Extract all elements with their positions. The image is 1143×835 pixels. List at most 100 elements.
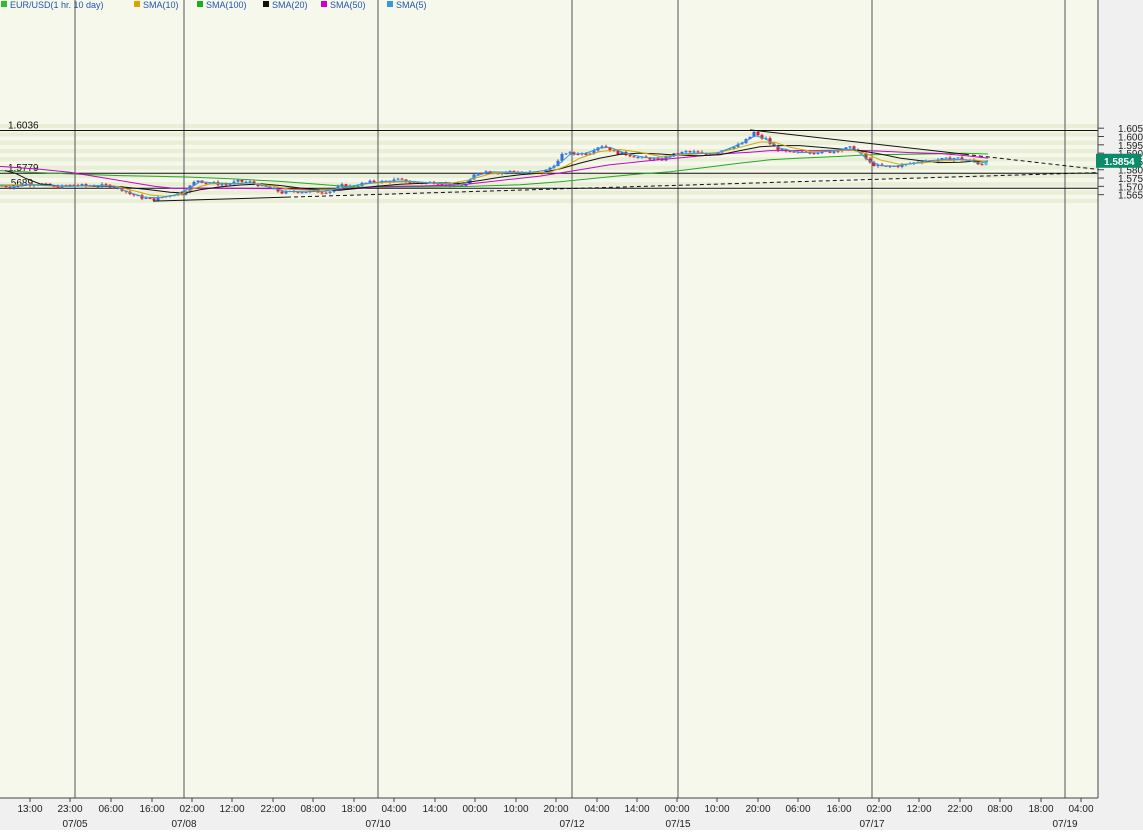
date-label: 07/15 xyxy=(665,819,690,830)
plot-band xyxy=(0,140,1098,145)
candle-body xyxy=(628,154,632,157)
candle-body xyxy=(84,184,88,186)
current-price-label: 1.5854 xyxy=(1104,157,1135,168)
legend-swatch xyxy=(387,1,393,7)
candle-body xyxy=(436,183,440,185)
trendline-solid[interactable] xyxy=(749,129,966,155)
candle-body xyxy=(264,184,268,187)
date-label: 07/19 xyxy=(1052,819,1077,830)
x-tick-label: 12:00 xyxy=(906,804,931,815)
legend-label: SMA(10) xyxy=(143,0,179,10)
legend-label: SMA(100) xyxy=(206,0,247,10)
x-tick-label: 23:00 xyxy=(57,804,82,815)
level-label: 1.5779 xyxy=(8,163,39,174)
y-tick-label: 1.5750 xyxy=(1118,174,1143,185)
candle-body xyxy=(156,197,160,201)
candle-body xyxy=(344,184,348,188)
candle-body xyxy=(340,184,344,187)
x-tick-label: 04:00 xyxy=(1068,804,1093,815)
candle-body xyxy=(356,185,360,187)
x-tick-label: 04:00 xyxy=(584,804,609,815)
candle-body xyxy=(300,192,304,194)
candle-body xyxy=(780,149,784,151)
candle-body xyxy=(980,164,984,166)
candle-body xyxy=(408,182,412,184)
level-label: .5689 xyxy=(8,178,33,189)
candle-body xyxy=(396,178,400,180)
candle-body xyxy=(900,164,904,167)
candle-body xyxy=(564,153,568,155)
candle-body xyxy=(944,157,948,159)
plot-band xyxy=(0,190,1098,195)
candle-body xyxy=(956,157,960,159)
legend-swatch xyxy=(197,1,203,7)
candle-body xyxy=(848,146,852,148)
x-tick-label: 06:00 xyxy=(98,804,123,815)
candle-body xyxy=(224,184,228,186)
candle-body xyxy=(604,146,608,148)
plot-background xyxy=(0,0,1098,798)
candle-body xyxy=(588,153,592,155)
trendline-dashed[interactable] xyxy=(964,153,1099,170)
candle-body xyxy=(656,158,660,160)
x-tick-label: 00:00 xyxy=(462,804,487,815)
candle-body xyxy=(844,147,848,150)
x-tick-label: 00:00 xyxy=(664,804,689,815)
candle-body xyxy=(620,151,624,155)
candle-body xyxy=(368,180,372,183)
candle-body xyxy=(112,187,116,189)
candle-body xyxy=(860,150,864,154)
candle-body xyxy=(364,182,368,184)
candle-body xyxy=(144,197,148,199)
candle-body xyxy=(792,151,796,153)
x-tick-label: 02:00 xyxy=(866,804,891,815)
x-tick-label: 08:00 xyxy=(987,804,1012,815)
trendline-solid[interactable] xyxy=(152,196,288,202)
x-tick-label: 10:00 xyxy=(503,804,528,815)
candle-body xyxy=(508,170,512,172)
legend-swatch xyxy=(1,1,7,7)
current-price-box xyxy=(1096,153,1141,168)
trendline-dashed[interactable] xyxy=(286,172,1099,198)
legend-swatch xyxy=(263,1,269,7)
time-axis-panel xyxy=(0,798,1143,830)
candle-body xyxy=(768,138,772,144)
level-label: 1.6036 xyxy=(8,121,39,132)
candle-body xyxy=(828,151,832,153)
candle-body xyxy=(644,156,648,158)
y-tick-label: 1.5700 xyxy=(1118,182,1143,193)
candle-body xyxy=(560,153,564,161)
x-tick-label: 18:00 xyxy=(341,804,366,815)
candle-body xyxy=(984,160,988,166)
candle-body xyxy=(676,153,680,155)
x-tick-label: 18:00 xyxy=(1028,804,1053,815)
candle-body xyxy=(480,172,484,174)
plot-band xyxy=(0,157,1098,162)
x-tick-label: 14:00 xyxy=(624,804,649,815)
candle-body xyxy=(864,153,868,159)
date-label: 07/17 xyxy=(859,819,884,830)
candle-body xyxy=(56,186,60,189)
candle-body xyxy=(196,180,200,182)
series-line-sma-100- xyxy=(0,152,989,188)
x-tick-label: 02:00 xyxy=(179,804,204,815)
x-tick-label: 13:00 xyxy=(17,804,42,815)
candle-body xyxy=(736,144,740,147)
candle-body xyxy=(748,136,752,140)
candle-body xyxy=(632,156,636,158)
candle-body xyxy=(852,146,856,150)
candle-body xyxy=(884,165,888,167)
candle-body xyxy=(756,131,760,136)
candle-body xyxy=(776,146,780,150)
y-tick-label: 1.6050 xyxy=(1118,124,1143,135)
x-tick-label: 14:00 xyxy=(422,804,447,815)
candle-body xyxy=(220,184,224,186)
x-tick-label: 22:00 xyxy=(947,804,972,815)
candle-body xyxy=(148,197,152,199)
candle-body xyxy=(80,184,84,186)
candle-body xyxy=(648,157,652,160)
plot-band xyxy=(0,148,1098,154)
candle-body xyxy=(228,183,232,185)
